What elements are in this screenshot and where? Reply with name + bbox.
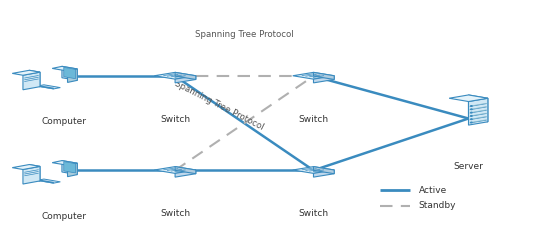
Polygon shape [154, 72, 196, 79]
Text: Spanning Tree Protocol: Spanning Tree Protocol [173, 79, 265, 132]
Text: Switch: Switch [299, 115, 329, 124]
Polygon shape [292, 167, 334, 173]
Polygon shape [23, 166, 40, 184]
Text: Computer: Computer [42, 212, 87, 221]
Text: Switch: Switch [160, 115, 190, 124]
Polygon shape [468, 98, 488, 125]
Polygon shape [52, 161, 77, 165]
Text: Standby: Standby [418, 201, 456, 210]
Polygon shape [37, 180, 53, 183]
Polygon shape [314, 167, 334, 174]
Polygon shape [62, 66, 77, 80]
Polygon shape [292, 72, 334, 79]
Polygon shape [12, 70, 40, 75]
Polygon shape [52, 66, 77, 71]
Polygon shape [314, 76, 334, 83]
Polygon shape [175, 167, 196, 174]
Polygon shape [37, 85, 60, 89]
Polygon shape [29, 164, 40, 181]
Polygon shape [12, 164, 40, 169]
Circle shape [471, 122, 472, 123]
Polygon shape [449, 95, 488, 101]
Polygon shape [37, 85, 53, 89]
Text: Server: Server [453, 162, 483, 171]
Polygon shape [68, 163, 77, 177]
Polygon shape [175, 76, 196, 83]
Polygon shape [64, 67, 75, 79]
Polygon shape [175, 170, 196, 177]
Polygon shape [37, 179, 60, 183]
Polygon shape [314, 72, 334, 79]
Polygon shape [175, 72, 196, 79]
Polygon shape [154, 167, 196, 173]
Polygon shape [468, 95, 488, 122]
Circle shape [471, 112, 472, 113]
Polygon shape [314, 170, 334, 177]
Text: Switch: Switch [299, 209, 329, 218]
Text: Spanning Tree Protocol: Spanning Tree Protocol [195, 30, 294, 39]
Polygon shape [64, 162, 75, 173]
Polygon shape [68, 69, 77, 82]
Text: Computer: Computer [42, 117, 87, 126]
Text: Switch: Switch [160, 209, 190, 218]
Polygon shape [62, 161, 77, 175]
Polygon shape [23, 72, 40, 90]
Text: Active: Active [418, 186, 447, 195]
Polygon shape [29, 70, 40, 87]
